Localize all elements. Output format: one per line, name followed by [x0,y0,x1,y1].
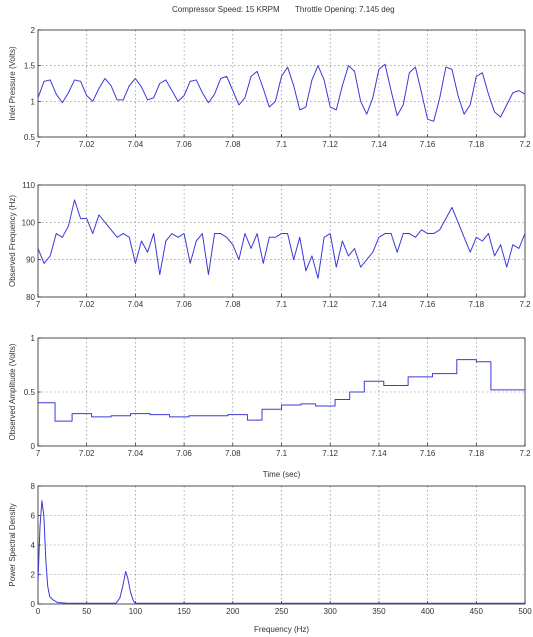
x-tick-label: 7.06 [176,300,192,309]
x-tick-label: 7.02 [79,449,95,458]
x-tick-label: 7.14 [371,140,387,149]
x-tick-label: 350 [372,607,386,616]
x-tick-label: 150 [177,607,191,616]
y-tick-label: 90 [26,256,35,265]
x-axis-label: Frequency (Hz) [254,625,309,634]
x-tick-label: 7.16 [420,140,436,149]
series-line [38,359,525,422]
y-tick-label: 110 [22,181,35,190]
chart-panel-4: 0 50 100 150 200 250 300 350 400 450 500 0 2 4 6 8 Power… [8,482,532,634]
y-tick-label: 1.5 [24,62,36,71]
y-tick-label: 0 [31,600,36,609]
x-tick-label: 300 [324,607,338,616]
x-tick-label: 50 [82,607,91,616]
series-line [37,500,525,604]
x-tick-label: 7.16 [420,449,436,458]
x-tick-label: 7.06 [176,449,192,458]
chart-panel-2: 7 7.02 7.04 7.06 7.08 7.1 7.12 7.14 7.16 7.18 7.2 8… [8,181,531,309]
x-tick-label: 7.12 [322,449,338,458]
y-tick-label: 80 [26,293,35,302]
x-tick-label: 7.02 [79,140,95,149]
x-tick-label: 7.2 [519,140,531,149]
y-tick-label: 1 [31,97,36,106]
x-tick-label: 250 [275,607,289,616]
y-axis-label: Power Spectral Density [8,503,17,586]
series-line [37,199,526,279]
x-tick-label: 7.02 [79,300,95,309]
figure-title-right: Throttle Opening: 7.145 deg [295,5,395,14]
x-tick-label: 500 [518,607,532,616]
x-tick-label: 7.04 [128,449,144,458]
x-tick-label: 7.1 [276,300,288,309]
x-tick-label: 7.04 [128,140,144,149]
x-tick-label: 7.08 [225,449,241,458]
x-tick-label: 7.2 [519,449,531,458]
y-tick-label: 8 [31,482,36,491]
x-tick-label: 7.18 [469,140,485,149]
x-tick-label: 7.04 [128,300,144,309]
x-axis-label: Time (sec) [263,470,301,479]
x-tick-label: 7.06 [176,140,192,149]
x-tick-label: 7.2 [519,300,531,309]
chart-panel-3: 7 7.02 7.04 7.06 7.08 7.1 7.12 7.14 7.16 7.18 7.2 0… [8,334,531,479]
x-tick-label: 7.12 [322,300,338,309]
x-tick-label: 7.16 [420,300,436,309]
x-tick-label: 7 [36,300,41,309]
x-tick-label: 450 [470,607,484,616]
y-tick-label: 100 [22,218,36,227]
x-tick-label: 7.12 [322,140,338,149]
x-tick-label: 400 [421,607,435,616]
x-tick-label: 7 [36,140,41,149]
figure-title-left: Compressor Speed: 15 KRPM [172,5,280,14]
y-tick-label: 6 [31,512,36,521]
x-tick-label: 7.18 [469,449,485,458]
x-tick-label: 7.1 [276,140,288,149]
x-tick-label: 7.18 [469,300,485,309]
x-tick-label: 7.14 [371,300,387,309]
chart-panels: 7 7.02 7.04 7.06 7.08 7.1 7.12 7.14 7.16 7.18 7.20… [8,26,532,634]
x-tick-label: 7.1 [276,449,288,458]
y-tick-label: 0.5 [24,133,36,142]
x-tick-label: 7.14 [371,449,387,458]
x-tick-label: 200 [226,607,240,616]
series-line [37,63,526,122]
y-tick-label: 4 [31,541,36,550]
x-tick-label: 0 [36,607,41,616]
y-axis-label: Observed Frequency (Hz) [8,195,17,287]
x-tick-label: 7.08 [225,300,241,309]
y-tick-label: 2 [31,26,36,35]
x-tick-label: 7 [36,449,41,458]
chart-panel-1: 7 7.02 7.04 7.06 7.08 7.1 7.12 7.14 7.16 7.18 7.2 0… [8,26,531,149]
y-axis-label: Inlet Pressure (Volts) [8,46,17,121]
x-tick-label: 7.08 [225,140,241,149]
y-tick-label: 2 [31,571,36,580]
y-tick-label: 0 [31,442,36,451]
y-axis-label: Observed Amplitude (Volts) [8,343,17,440]
y-tick-label: 1 [31,334,36,343]
y-tick-label: 0.5 [24,388,36,397]
x-tick-label: 100 [129,607,143,616]
